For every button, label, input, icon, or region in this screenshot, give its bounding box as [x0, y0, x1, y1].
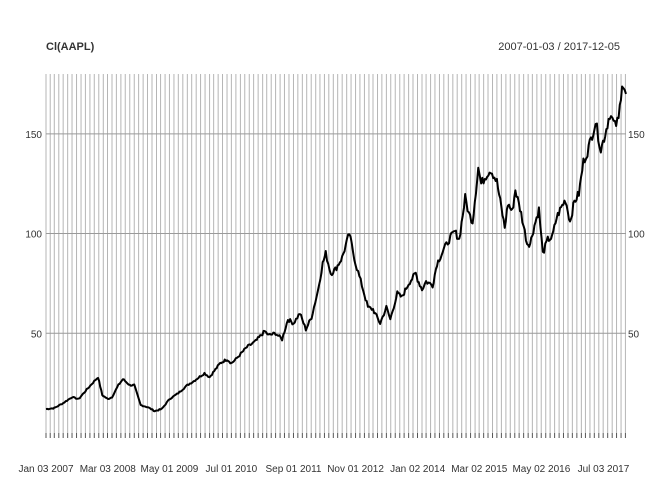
y-tick-label-right: 100	[628, 230, 645, 241]
x-tick-label: Sep 01 2011	[265, 464, 321, 475]
x-tick-label: May 02 2016	[512, 464, 570, 475]
x-tick-label: Mar 02 2015	[451, 464, 508, 475]
x-tick-label: May 01 2009	[141, 464, 199, 475]
y-tick-label-right: 150	[628, 130, 645, 141]
y-tick-label-left: 150	[25, 130, 42, 141]
y-axis-labels: 50 50 100 100 150 150	[25, 130, 645, 340]
x-axis-labels: Jan 03 2007 Mar 03 2008 May 01 2009 Jul 01 …	[18, 464, 629, 475]
x-tick-label: Jul 03 2017	[578, 464, 630, 475]
x-tick-label: Jul 01 2010	[206, 464, 258, 475]
chart-title: Cl(AAPL)	[46, 41, 95, 53]
x-axis-ticks	[45, 433, 626, 438]
series-line	[45, 85, 627, 413]
y-tick-label-left: 100	[25, 230, 42, 241]
x-tick-label: Mar 03 2008	[80, 464, 137, 475]
x-tick-label: Nov 01 2012	[327, 464, 384, 475]
x-tick-label: Jan 02 2014	[390, 464, 445, 475]
date-range: 2007-01-03 / 2017-12-05	[498, 41, 620, 53]
x-tick-label: Jan 03 2007	[18, 464, 73, 475]
y-tick-label-left: 50	[31, 329, 43, 340]
y-tick-label-right: 50	[628, 329, 640, 340]
